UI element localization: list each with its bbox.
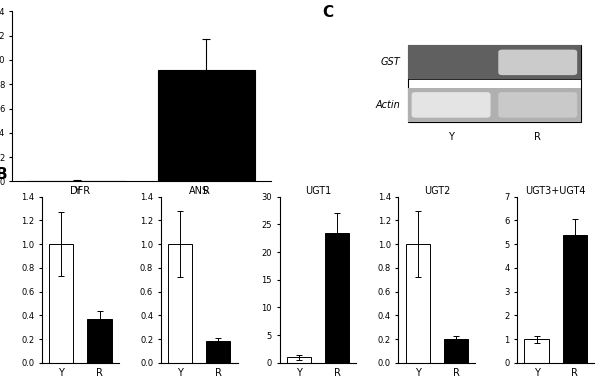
Text: GST: GST [380, 57, 400, 67]
Bar [408, 45, 581, 79]
Bar [168, 244, 192, 363]
Text: Actin: Actin [375, 100, 400, 110]
Title: UGT3+UGT4: UGT3+UGT4 [526, 186, 586, 196]
Title: UGT1: UGT1 [305, 186, 331, 196]
Bar [406, 244, 430, 363]
Bar [524, 339, 548, 363]
FancyBboxPatch shape [498, 50, 577, 75]
Bar [206, 341, 230, 363]
Text: Y: Y [448, 132, 454, 142]
Bar [408, 45, 581, 122]
FancyBboxPatch shape [412, 92, 491, 118]
Bar [88, 319, 112, 363]
Bar [444, 339, 468, 363]
Text: B: B [0, 167, 8, 181]
Text: R: R [535, 132, 541, 142]
Text: C: C [322, 5, 334, 20]
Bar [325, 232, 349, 363]
Bar [287, 357, 311, 363]
Bar [49, 244, 73, 363]
Title: DFR: DFR [70, 186, 91, 196]
Title: UGT2: UGT2 [424, 186, 450, 196]
Title: ANS: ANS [189, 186, 209, 196]
FancyBboxPatch shape [498, 92, 577, 118]
Bar [408, 88, 581, 122]
Bar [563, 235, 587, 363]
Bar [158, 70, 254, 181]
